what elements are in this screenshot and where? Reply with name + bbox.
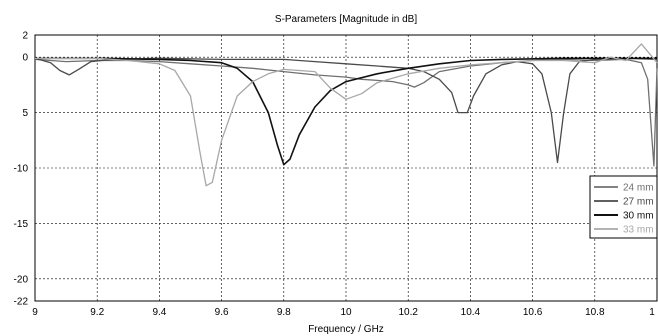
series-line-2 — [34, 57, 658, 164]
x-tick-label: 10.6 — [523, 307, 543, 318]
y-tick-label: -20 — [14, 274, 29, 285]
x-tick-labels: 9 9.2 9.4 9.6 9.8 10 10.2 10.4 10.6 10.8 1 — [32, 307, 655, 318]
x-tick-label: 9 — [32, 307, 38, 318]
x-tick-label: 9.8 — [277, 307, 291, 318]
y-tick-labels: 2 0 5 -10 -15 -20 -22 — [14, 31, 29, 308]
x-tick-label: 9.4 — [152, 307, 166, 318]
chart-title: S-Parameters [Magnitude in dB] — [275, 14, 418, 25]
series-line-3 — [35, 57, 657, 166]
x-axis-label: Frequency / GHz — [308, 324, 384, 335]
x-tick-label: 1 — [649, 307, 655, 318]
x-tick-label: 10.2 — [398, 307, 418, 318]
x-tick-label: 9.6 — [215, 307, 229, 318]
y-tick-label: 5 — [22, 108, 28, 119]
series-line-4 — [35, 43, 658, 187]
y-tick-label: -22 — [14, 297, 29, 308]
series-line-1 — [34, 58, 658, 167]
x-tick-label: 9.2 — [90, 307, 104, 318]
plot-frame — [34, 34, 658, 302]
y-tick-label: 2 — [22, 31, 28, 42]
x-tick-label: 10.4 — [461, 307, 481, 318]
x-tick-label: 10 — [340, 307, 352, 318]
legend-label: 24 mm — [623, 183, 654, 194]
y-tick-label: -10 — [14, 164, 29, 175]
y-tick-label: 0 — [22, 53, 28, 64]
x-tick-label: 10.8 — [585, 307, 605, 318]
legend: 24 mm 27 mm 30 mm 33 mm — [589, 175, 658, 239]
y-tick-label: -15 — [14, 219, 29, 230]
legend-label: 30 mm — [623, 211, 654, 222]
series-group — [34, 43, 658, 187]
legend-label: 27 mm — [623, 197, 654, 208]
legend-label: 33 mm — [623, 225, 654, 236]
